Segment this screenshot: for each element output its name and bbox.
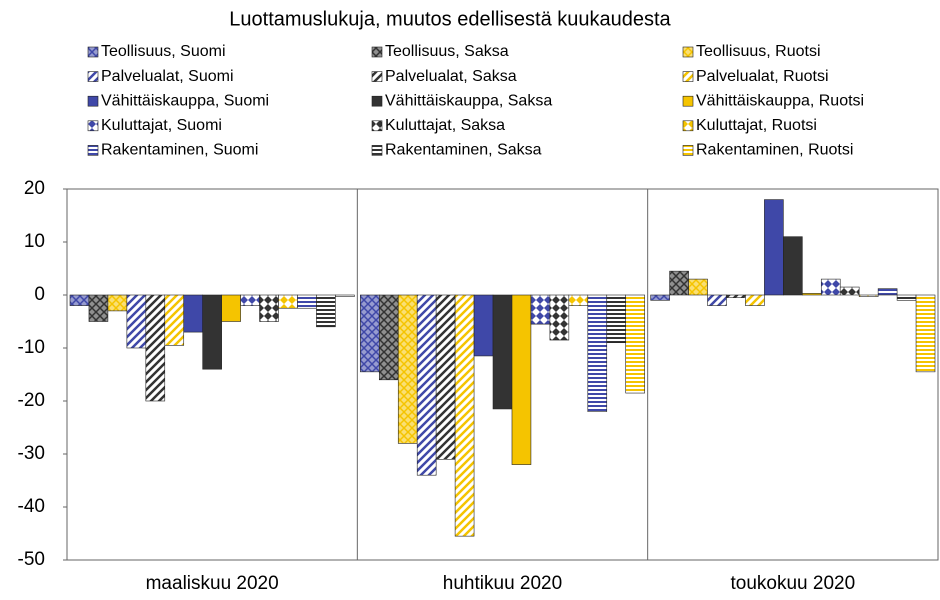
legend-swatch: [371, 71, 383, 82]
bar: [820, 278, 841, 296]
legend-swatch: [682, 120, 694, 132]
bar: [587, 294, 608, 412]
bar: [492, 294, 513, 410]
bar: [378, 294, 399, 381]
bar: [278, 294, 298, 309]
bar: [896, 294, 917, 301]
bar: [202, 294, 222, 370]
bar: [145, 294, 166, 402]
legend-label: Palvelualat, Ruotsi: [696, 68, 829, 85]
bar: [435, 294, 456, 460]
bar: [511, 294, 532, 465]
legend-label: Palvelualat, Saksa: [385, 68, 517, 85]
chart-title: Luottamuslukuja, muutos edellisestä kuuk…: [229, 8, 671, 30]
bar: [745, 294, 765, 306]
y-tick-label: -40: [18, 496, 45, 517]
legend-swatch: [371, 145, 383, 156]
bar: [858, 294, 879, 297]
bar: [164, 294, 185, 346]
bar: [726, 294, 746, 298]
legend-label: Teollisuus, Ruotsi: [696, 43, 821, 60]
y-tick-label: -50: [18, 549, 45, 570]
y-tick-label: -10: [18, 337, 45, 358]
x-tick-label: maaliskuu 2020: [146, 573, 279, 594]
bar: [240, 294, 260, 306]
legend-label: Vähittäiskauppa, Saksa: [385, 92, 552, 109]
x-tick-label: huhtikuu 2020: [443, 573, 562, 594]
bar: [625, 294, 645, 394]
legend-swatch: [87, 46, 99, 58]
bar: [915, 294, 936, 373]
legend-label: Teollisuus, Suomi: [101, 43, 226, 60]
bar: [650, 294, 670, 301]
legend-swatch: [87, 71, 99, 82]
legend-label: Teollisuus, Saksa: [385, 43, 509, 60]
bar: [107, 294, 128, 312]
legend-label: Kuluttajat, Saksa: [385, 117, 505, 134]
bar: [839, 286, 860, 296]
bar: [397, 294, 418, 444]
legend-label: Rakentaminen, Saksa: [385, 142, 542, 159]
legend-swatch: [87, 120, 99, 132]
bar: [877, 288, 898, 296]
y-tick-label: 20: [24, 178, 45, 199]
plot-border: [66, 188, 939, 561]
bar: [316, 294, 336, 328]
bar: [183, 294, 203, 333]
bar: [88, 294, 109, 322]
legend-swatch: [682, 46, 694, 58]
bar: [126, 294, 147, 349]
y-tick-label: -20: [18, 390, 45, 411]
bar: [473, 294, 494, 357]
bar: [530, 294, 551, 325]
legend-swatch: [87, 145, 99, 156]
bar: [259, 294, 279, 322]
bar: [69, 294, 90, 306]
bar: [783, 236, 803, 296]
legend-swatch: [371, 95, 383, 107]
bar: [669, 270, 689, 296]
bar: [335, 294, 355, 297]
y-tick-label: 10: [24, 231, 45, 252]
legend-label: Rakentaminen, Suomi: [101, 142, 258, 159]
bar: [688, 278, 708, 296]
bar: [568, 294, 589, 306]
legend-swatch: [682, 95, 694, 107]
legend-swatch: [682, 71, 694, 82]
legend-swatch: [371, 46, 383, 58]
bar: [360, 294, 380, 373]
legend-label: Kuluttajat, Ruotsi: [696, 117, 817, 134]
legend-swatch: [87, 95, 99, 107]
bar: [764, 199, 784, 296]
bar: [297, 294, 317, 309]
legend-label: Kuluttajat, Suomi: [101, 117, 222, 134]
bar: [549, 294, 570, 341]
legend-label: Palvelualat, Suomi: [101, 68, 234, 85]
legend-label: Vähittäiskauppa, Ruotsi: [696, 92, 864, 109]
bar: [606, 294, 627, 344]
x-tick-label: toukokuu 2020: [730, 573, 855, 594]
legend-swatch: [371, 120, 383, 132]
legend-label: Vähittäiskauppa, Suomi: [101, 92, 269, 109]
legend-label: Rakentaminen, Ruotsi: [696, 142, 853, 159]
bar: [416, 294, 437, 476]
bar: [802, 293, 822, 296]
y-tick-label: 0: [34, 284, 45, 305]
bar: [221, 294, 241, 322]
y-tick-label: -30: [18, 443, 45, 464]
bar: [454, 294, 475, 537]
legend-swatch: [682, 145, 694, 156]
bar: [707, 294, 727, 306]
